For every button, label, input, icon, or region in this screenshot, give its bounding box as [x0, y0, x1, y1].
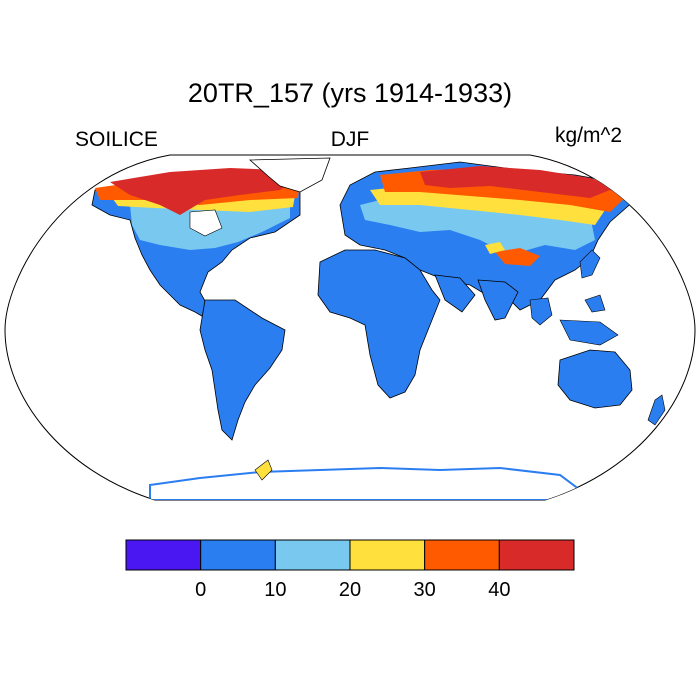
hudson-bay	[189, 209, 223, 237]
colorbar-segment-2	[274, 539, 351, 571]
variable-label: SOILICE	[75, 128, 158, 151]
plot-title: 20TR_157 (yrs 1914-1933)	[187, 78, 513, 108]
colorbar-tick-label: 40	[488, 579, 510, 601]
colorbar-segment-1	[200, 539, 276, 571]
colorbar-tick-label: 30	[414, 579, 436, 601]
colorbar-segment-5	[498, 539, 575, 571]
india	[477, 279, 519, 321]
colorbar-tick-label: 10	[264, 579, 286, 601]
colorbar-tick-label: 20	[339, 579, 361, 601]
new-zealand	[647, 394, 666, 426]
antarctica	[149, 466, 582, 500]
south-america	[199, 299, 286, 441]
tibet-patch-yellow	[485, 242, 505, 254]
japan	[579, 249, 601, 279]
australia	[557, 349, 633, 409]
colorbar-segment-0	[125, 539, 202, 571]
antarctic-peninsula	[254, 459, 273, 481]
greenland	[248, 157, 331, 193]
southeast-asia	[529, 294, 619, 346]
units-label: kg/m^2	[555, 124, 623, 147]
season-label: DJF	[330, 128, 370, 151]
tibet-patch	[495, 248, 540, 266]
eurasia-band-20-30	[370, 185, 605, 225]
colorbar-tick-label: 0	[195, 579, 206, 601]
eurasia-band-gt40	[420, 166, 615, 198]
arabia	[434, 274, 476, 313]
colorbar-segment-3	[349, 539, 426, 571]
north-america-band-gt40	[110, 168, 300, 215]
africa	[317, 249, 441, 399]
colorbar-segment-4	[424, 539, 500, 571]
